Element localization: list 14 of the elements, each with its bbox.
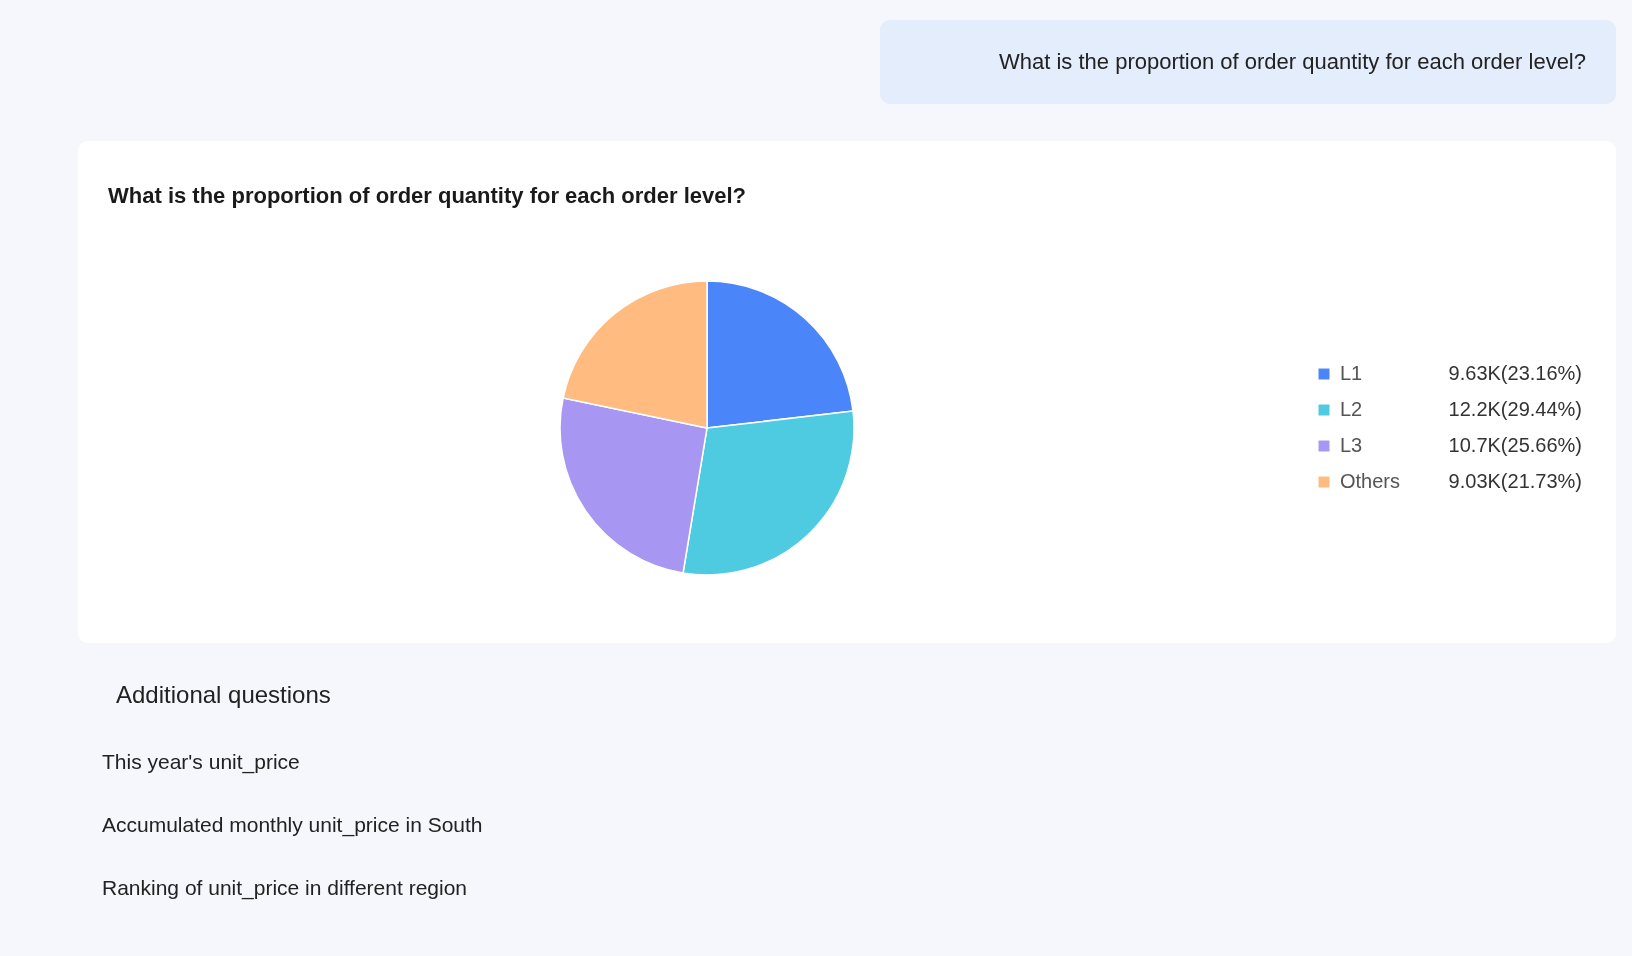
legend-label: L1 <box>1340 362 1363 384</box>
text: Ranking of unit_price in different region <box>102 876 468 900</box>
legend-label: L3 <box>1340 434 1363 456</box>
data-label: 12.2K(29.44%) <box>1448 398 1582 420</box>
legend-label: Others <box>1340 470 1401 492</box>
data-label: 9.63K(23.16%) <box>1448 362 1582 384</box>
text: What is the proportion of order quantity for each order level? <box>999 49 1586 74</box>
text: Accumulated monthly unit_price in South <box>102 813 483 837</box>
legend-label: L2 <box>1340 398 1363 420</box>
text: This year's unit_price <box>102 750 300 774</box>
data-label: 10.7K(25.66%) <box>1448 434 1582 456</box>
chart-title: What is the proportion of order quantity for each order level? <box>108 183 747 208</box>
data-label: 9.03K(21.73%) <box>1448 470 1582 492</box>
text: Additional questions <box>116 681 331 708</box>
